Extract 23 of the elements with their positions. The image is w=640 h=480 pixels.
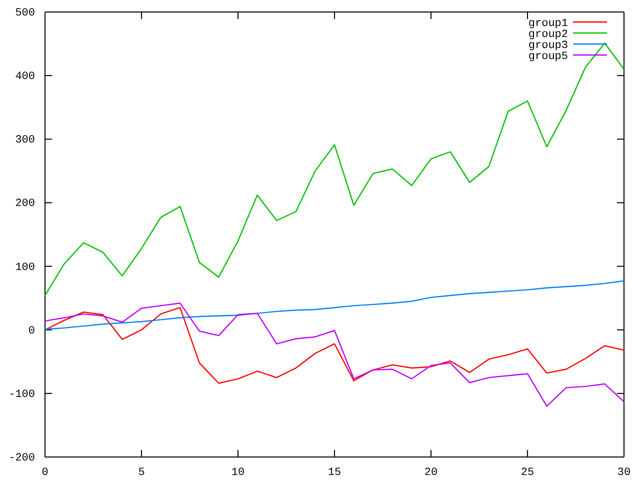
y-tick-label: -200: [8, 452, 35, 465]
line-series: [44, 307, 625, 384]
y-tick-label: 300: [15, 134, 35, 147]
y-tick-label: 100: [15, 262, 35, 274]
x-tick-label: 20: [424, 466, 438, 479]
x-tick-label: 25: [520, 466, 534, 479]
x-tick-label: 15: [328, 466, 342, 479]
line-series: [44, 42, 625, 296]
line-series: [44, 302, 625, 407]
line-series: [44, 280, 625, 330]
x-tick-label: 0: [42, 466, 48, 479]
x-tick-label: 10: [231, 466, 245, 479]
y-tick-label: 500: [15, 8, 35, 20]
y-tick-label: -100: [8, 388, 35, 401]
x-tick-label: 30: [617, 466, 631, 479]
y-tick-label: 200: [15, 198, 35, 210]
y-tick-label: 400: [15, 71, 35, 84]
legend-label: group3: [528, 40, 568, 52]
legend-label: group2: [528, 29, 568, 41]
legend-label: group1: [528, 18, 568, 30]
y-tick-label: 0: [28, 325, 35, 338]
x-tick-label: 5: [138, 466, 145, 479]
legend-label: group5: [528, 51, 568, 63]
